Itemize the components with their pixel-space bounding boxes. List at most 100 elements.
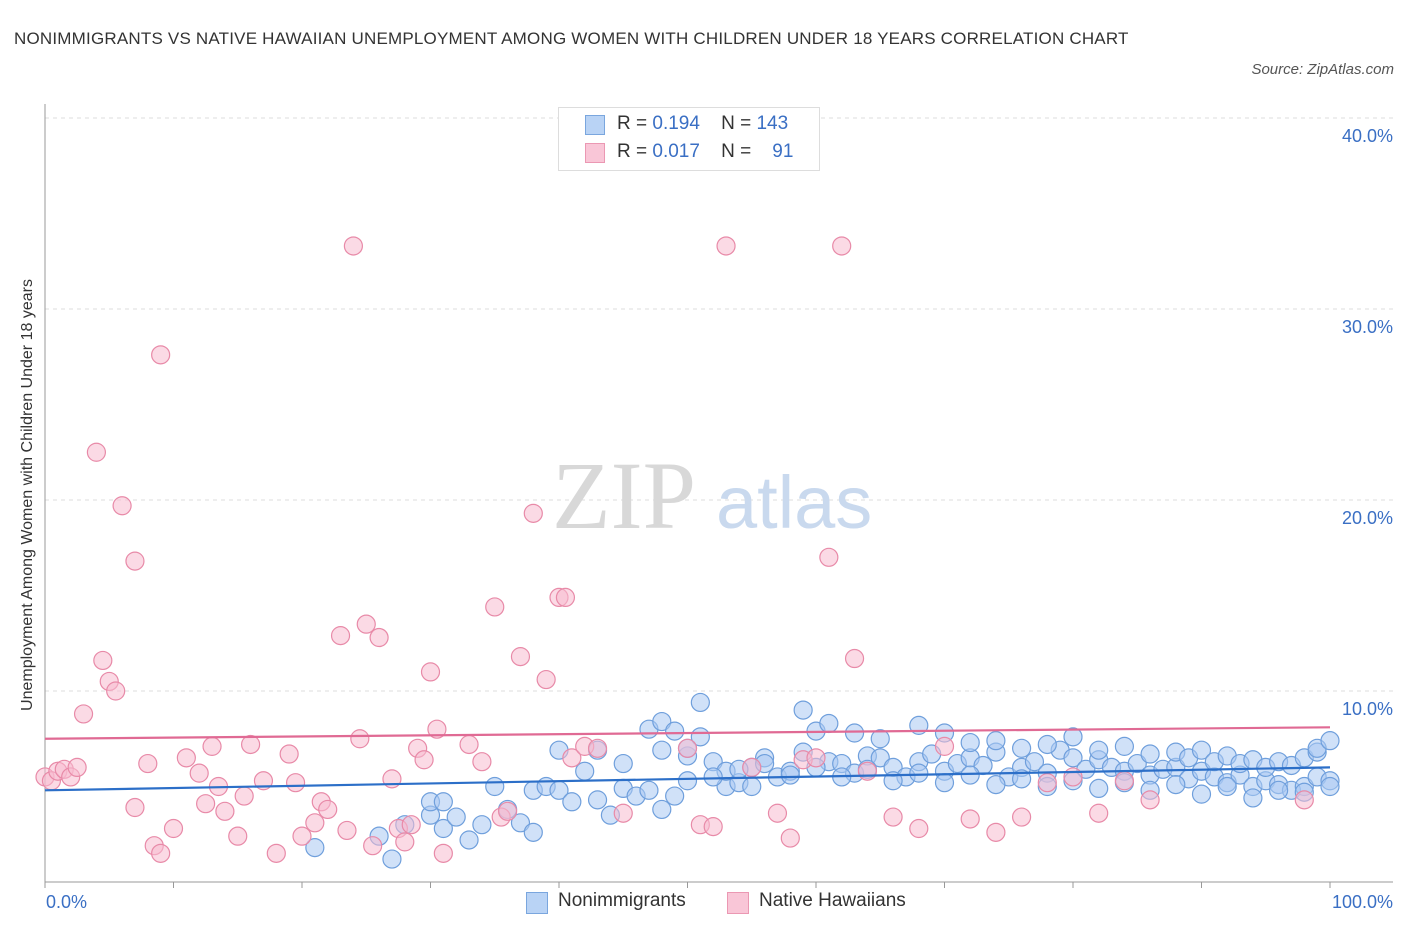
native-hawaiians-legend-swatch — [727, 892, 749, 914]
nonimmigrants-point — [1089, 778, 1109, 799]
native-hawaiians-point — [832, 236, 852, 256]
native-hawaiians-point — [279, 744, 299, 764]
y-tick-label: 10.0% — [1342, 699, 1393, 719]
native-hawaiians-point — [356, 614, 376, 634]
native-hawaiians-point — [215, 801, 235, 821]
native-hawaiians-point — [86, 442, 107, 462]
native-hawaiians-point — [93, 650, 113, 671]
r-label: R = — [617, 141, 648, 162]
native-hawaiians-point — [986, 822, 1006, 842]
native-hawaiians-point — [498, 801, 518, 821]
native-hawaiians-point — [112, 496, 132, 516]
nonimmigrants-point — [1037, 734, 1057, 755]
native-hawaiians-point — [1063, 767, 1083, 787]
nonimmigrants-point — [305, 838, 325, 858]
nonimmigrants-point — [446, 807, 466, 827]
native-hawaiians-point — [363, 836, 383, 856]
native-hawaiians-point — [562, 748, 582, 768]
native-hawaiians-point — [395, 832, 415, 852]
native-hawaiians-point — [587, 738, 608, 758]
nonimmigrants-point — [665, 721, 685, 741]
nonimmigrants-point — [1191, 740, 1212, 760]
data-points — [35, 236, 1340, 869]
nonimmigrants-point — [433, 818, 453, 839]
native-hawaiians-point — [883, 807, 903, 827]
grid-lines — [45, 117, 1393, 692]
nonimmigrants-point — [587, 790, 608, 810]
stats-legend: R = 0.194 N = 143 R = 0.017 N = 91 — [558, 107, 820, 171]
native-hawaiians-point — [318, 799, 338, 820]
nonimmigrants-point — [844, 723, 865, 743]
native-hawaiians-point — [420, 662, 441, 682]
nonimmigrants-point — [1320, 776, 1340, 797]
native-hawaiians-point — [228, 826, 248, 846]
nonimmigrants-trend-line — [44, 766, 1331, 792]
native-hawaiians-point — [934, 736, 955, 756]
nonimmigrants-point — [934, 773, 955, 793]
native-hawaiians-point — [523, 503, 543, 523]
nonimmigrants-point — [960, 732, 980, 753]
native-hawaiians-point — [305, 813, 325, 833]
r-value: 0.017 — [652, 141, 700, 162]
nonimmigrants-point — [1114, 736, 1135, 756]
native-hawaiians-point — [459, 734, 479, 755]
stats-text: R = 0.194 N = 143 — [617, 113, 788, 135]
nonimmigrants-point — [819, 713, 839, 734]
nonimmigrants-point — [909, 763, 929, 783]
native-hawaiians-point — [780, 828, 800, 848]
x-tick-label-max: 100.0% — [1332, 892, 1393, 912]
nonimmigrants-point — [1140, 744, 1160, 764]
native-hawaiians-point — [1140, 790, 1160, 810]
nonimmigrants-point — [1063, 727, 1083, 747]
nonimmigrants-point — [690, 692, 710, 713]
native-hawaiians-point — [292, 826, 312, 846]
nonimmigrants-point — [1217, 776, 1237, 797]
native-hawaiians-point — [819, 547, 839, 567]
native-hawaiians-point — [125, 551, 145, 571]
native-hawaiians-point — [241, 734, 261, 755]
native-hawaiians-point — [202, 736, 222, 756]
native-hawaiians-point — [337, 820, 357, 841]
native-hawaiians-point — [266, 843, 286, 863]
native-hawaiians-point — [433, 843, 453, 863]
nonimmigrants-point — [510, 813, 531, 833]
nonimmigrants-point — [1127, 753, 1147, 774]
y-tick-label: 30.0% — [1342, 317, 1393, 337]
nonimmigrants-point — [1191, 784, 1212, 804]
r-value: 0.194 — [652, 113, 700, 134]
native-hawaiians-point — [125, 797, 145, 818]
nonimmigrants-point — [1320, 731, 1340, 751]
native-hawaiians-point — [716, 236, 736, 256]
native-hawaiians-point — [555, 587, 576, 608]
native-hawaiians-point — [234, 786, 254, 806]
y-tick-labels: 10.0% 20.0% 30.0% 40.0% — [1342, 126, 1393, 719]
nonimmigrants-point — [1024, 752, 1045, 772]
native-hawaiians-point — [1089, 803, 1109, 823]
trend-lines — [44, 726, 1331, 792]
nonimmigrants-point — [1166, 774, 1186, 795]
nonimmigrants-point — [382, 849, 402, 869]
native-hawaiians-point — [1294, 790, 1314, 810]
native-hawaiians-point — [960, 809, 980, 829]
nonimmigrants-point — [665, 786, 685, 806]
n-value: 91 — [772, 141, 794, 162]
nonimmigrants-point — [613, 753, 633, 774]
legend-label: Native Hawaiians — [759, 890, 906, 911]
axes — [44, 104, 1393, 888]
native-hawaiians-point — [151, 843, 171, 863]
native-hawaiians-point — [67, 757, 87, 778]
watermark: ZIP atlas — [552, 442, 872, 549]
nonimmigrants-point — [793, 700, 813, 720]
native-hawaiians-point — [369, 627, 389, 648]
nonimmigrants-point — [433, 792, 453, 812]
native-hawaiians-point — [677, 738, 698, 758]
native-hawaiians-point — [427, 719, 447, 739]
native-hawaiians-point — [138, 753, 158, 774]
nonimmigrants-point — [780, 765, 800, 785]
nonimmigrants-point — [639, 780, 659, 800]
y-tick-label: 40.0% — [1342, 126, 1393, 146]
nonimmigrants-point — [1243, 788, 1263, 808]
native-hawaiians-point — [1011, 807, 1032, 827]
nonimmigrants-point — [652, 711, 672, 732]
y-tick-label: 20.0% — [1342, 508, 1393, 528]
